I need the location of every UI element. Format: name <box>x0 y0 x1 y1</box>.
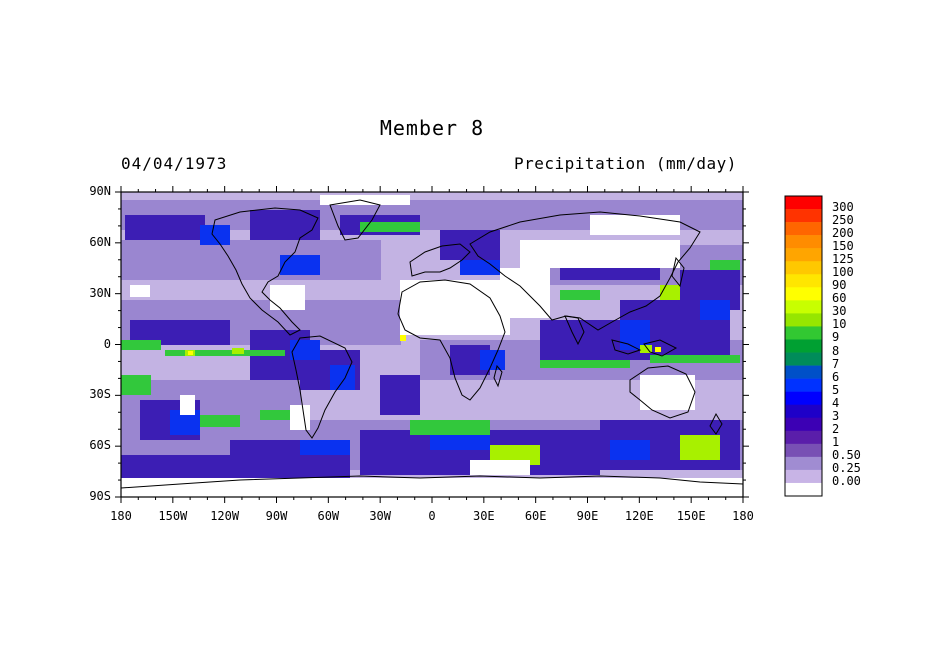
lon-tick-label: 60E <box>524 509 547 523</box>
colorbar-swatch <box>785 274 822 288</box>
lat-tick-label: 30S <box>89 387 111 402</box>
lon-tick-label: 120W <box>210 509 240 523</box>
colorbar-swatch <box>785 287 822 301</box>
colorbar-swatch <box>785 326 822 340</box>
colorbar-label: 4 <box>832 395 840 410</box>
colorbar-label: 200 <box>832 226 854 241</box>
colorbar-swatch <box>785 391 822 405</box>
colorbar-label: 0.25 <box>832 460 861 475</box>
lon-tick-label: 150E <box>676 509 706 523</box>
lat-tick-label: 60S <box>89 438 111 453</box>
colorbar-label: 10 <box>832 317 847 332</box>
colorbar-label: 30 <box>832 304 847 319</box>
lon-tick-label: 0 <box>428 509 436 523</box>
lon-tick-label: 30W <box>369 509 391 523</box>
colorbar-label: 300 <box>832 200 854 215</box>
colorbar-frame <box>784 195 823 497</box>
lon-tick-label: 120E <box>624 509 654 523</box>
lat-tick-label: 0 <box>103 336 111 351</box>
colorbar-label: 250 <box>832 213 854 228</box>
colorbar-swatch <box>785 248 822 262</box>
colorbar-label: 90 <box>832 278 847 293</box>
colorbar-swatch <box>785 404 822 419</box>
lon-tick-label: 180 <box>732 509 754 523</box>
colorbar-swatch <box>785 339 822 353</box>
colorbar <box>784 195 823 497</box>
lon-tick-label: 90W <box>265 509 288 523</box>
lon-tick-label: 180 <box>110 509 132 523</box>
lon-tick-label: 90E <box>576 509 599 523</box>
lat-tick-label: 90S <box>89 489 111 503</box>
colorbar-swatch <box>785 209 822 223</box>
colorbar-swatch <box>785 417 822 432</box>
colorbar-label: 6 <box>832 369 840 384</box>
date-label: 04/04/1973 <box>121 154 228 173</box>
precipitation-field <box>121 192 743 497</box>
colorbar-label: 2 <box>832 421 840 436</box>
colorbar-swatch <box>785 222 822 236</box>
colorbar-swatch <box>785 261 822 275</box>
colorbar-swatch <box>785 300 822 314</box>
lat-tick-label: 90N <box>89 184 111 198</box>
colorbar-swatch <box>785 469 822 484</box>
colorbar-swatch <box>785 235 822 249</box>
colorbar-label: 7 <box>832 356 840 371</box>
lon-tick-label: 60W <box>317 509 340 523</box>
axis-ticks <box>115 186 749 503</box>
colorbar-label: 150 <box>832 239 854 254</box>
colorbar-swatch <box>785 313 822 327</box>
lat-tick-label: 60N <box>89 234 111 249</box>
coastlines <box>121 199 743 489</box>
colorbar-swatch <box>785 482 822 497</box>
colorbar-swatch <box>785 378 822 392</box>
colorbar-swatch <box>785 443 822 458</box>
colorbar-label: 0.00 <box>832 473 861 488</box>
colorbar-label: 1 <box>832 434 840 449</box>
lon-tick-label: 150W <box>158 509 188 523</box>
variable-label: Precipitation (mm/day) <box>514 154 737 173</box>
colorbar-label: 0.50 <box>832 447 861 462</box>
colorbar-label: 125 <box>832 252 854 267</box>
lat-tick-label: 30N <box>89 285 111 300</box>
colorbar-swatch <box>785 365 822 379</box>
colorbar-label: 100 <box>832 265 854 280</box>
colorbar-swatch <box>785 430 822 445</box>
colorbar-swatch <box>785 352 822 366</box>
map-title: Member 8 <box>379 116 485 140</box>
lon-tick-label: 30E <box>472 509 495 523</box>
colorbar-label: 8 <box>832 343 840 358</box>
colorbar-label: 9 <box>832 330 840 345</box>
colorbar-swatch <box>785 196 822 210</box>
colorbar-label: 3 <box>832 408 840 423</box>
colorbar-swatch <box>785 456 822 471</box>
colorbar-label: 5 <box>832 382 840 397</box>
colorbar-label: 60 <box>832 291 847 306</box>
